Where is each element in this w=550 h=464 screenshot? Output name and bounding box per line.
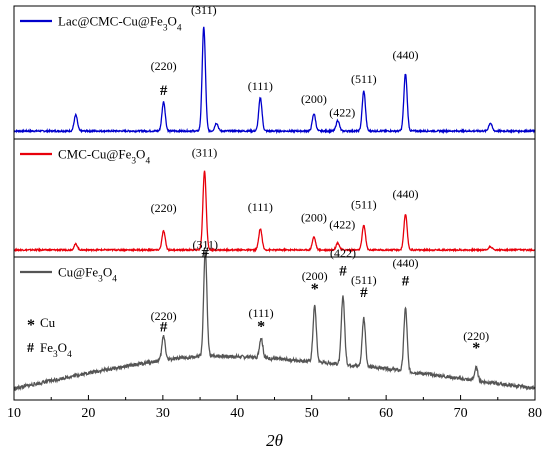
x-tick-label: 50 <box>305 406 319 421</box>
peak-label: (440) <box>392 48 418 62</box>
x-tick-label: 30 <box>156 406 170 421</box>
peak-label: (111) <box>248 79 273 93</box>
peak-label: (511) <box>351 72 377 86</box>
series-line-2 <box>13 170 536 253</box>
peak-label: (440) <box>392 187 418 201</box>
series-line-1 <box>13 26 536 135</box>
peak-label: (200) <box>302 269 328 283</box>
legend-label-3: Cu@Fe3O4 <box>58 265 117 285</box>
phase-marker: * <box>472 340 480 357</box>
marker-legend-symbol: # <box>27 341 34 356</box>
x-tick-label: 40 <box>230 406 244 421</box>
peak-label: (311) <box>192 146 218 160</box>
peak-label: (311) <box>191 3 217 17</box>
x-tick-label: 10 <box>7 406 21 421</box>
peak-label: (220) <box>151 59 177 73</box>
series-line-3 <box>13 250 536 392</box>
phase-marker: # <box>360 285 368 301</box>
peak-label: (200) <box>301 92 327 106</box>
phase-marker: # <box>202 245 210 261</box>
phase-marker: # <box>160 319 168 335</box>
marker-legend-symbol: * <box>27 317 35 334</box>
marker-legend-label: Fe3O4 <box>40 340 72 360</box>
x-axis-label: 2θ <box>266 431 283 450</box>
peak-label: (311) <box>193 237 219 251</box>
phase-marker: * <box>311 281 319 298</box>
x-tick-label: 80 <box>528 406 542 421</box>
phase-marker: * <box>257 318 265 335</box>
legend-label-2: CMC-Cu@Fe3O4 <box>58 147 150 167</box>
peak-label: (422) <box>330 246 356 260</box>
peak-label: (440) <box>392 256 418 270</box>
peak-label: (111) <box>249 306 274 320</box>
peak-label: (511) <box>351 273 377 287</box>
peak-label: (220) <box>151 309 177 323</box>
peak-label: (422) <box>329 218 355 232</box>
peak-label: (220) <box>463 329 489 343</box>
x-tick-label: 70 <box>454 406 468 421</box>
peak-label: (200) <box>301 211 327 225</box>
plot-frame <box>13 5 536 401</box>
phase-marker: # <box>339 264 347 280</box>
legend-label-1: Lac@CMC-Cu@Fe3O4 <box>58 14 182 34</box>
peak-label: (111) <box>248 200 273 214</box>
peak-label: (220) <box>151 201 177 215</box>
marker-legend-label: Cu <box>40 315 56 330</box>
x-tick-label: 20 <box>81 406 95 421</box>
peak-label: (511) <box>351 198 377 212</box>
phase-marker: # <box>160 83 168 99</box>
phase-marker: # <box>402 274 410 290</box>
peak-label: (422) <box>329 105 355 119</box>
x-tick-label: 60 <box>379 406 393 421</box>
